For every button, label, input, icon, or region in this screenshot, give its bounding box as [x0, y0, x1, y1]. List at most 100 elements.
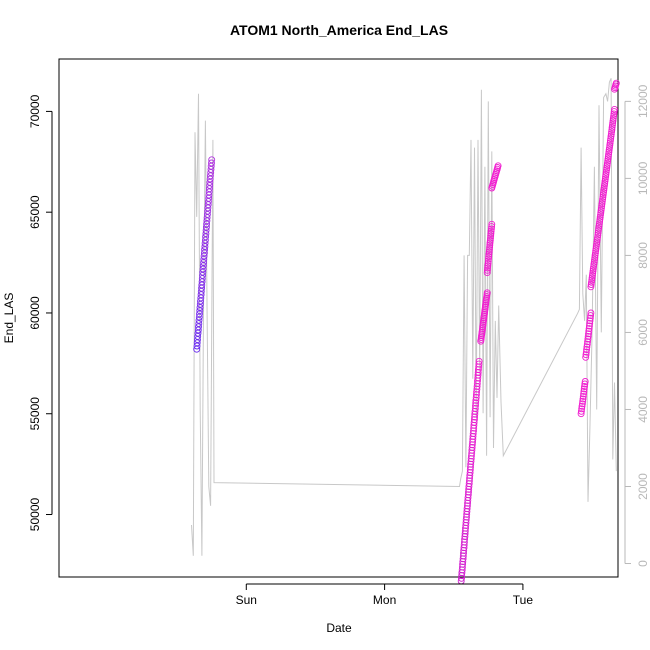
data-point — [208, 159, 215, 167]
data-point — [197, 291, 205, 299]
data-point — [460, 549, 467, 557]
data-point — [599, 193, 607, 201]
data-point — [200, 255, 208, 263]
data-point — [494, 162, 502, 170]
plot-frame — [58, 58, 619, 578]
data-point — [487, 232, 495, 240]
y-right-tick-label: 0 — [636, 560, 650, 567]
data-point — [601, 175, 609, 183]
data-point — [592, 245, 600, 253]
data-point — [469, 430, 477, 438]
data-point — [578, 402, 586, 410]
data-point — [584, 338, 592, 346]
data-point — [607, 130, 615, 138]
data-point — [608, 128, 616, 136]
data-point — [601, 177, 609, 185]
data-point — [609, 119, 617, 127]
data-point — [588, 272, 596, 279]
data-point — [604, 157, 612, 165]
data-point — [197, 297, 204, 305]
y-left-tick-label: 70000 — [28, 94, 42, 128]
data-point — [602, 173, 610, 181]
data-point — [483, 266, 491, 274]
data-point — [486, 241, 494, 249]
data-point — [611, 105, 618, 113]
data-point — [580, 385, 588, 393]
data-point — [610, 112, 618, 120]
data-point — [585, 325, 593, 333]
data-point — [603, 162, 611, 169]
data-point — [473, 388, 481, 396]
data-point — [201, 239, 209, 247]
data-point — [460, 546, 468, 554]
data-point — [592, 247, 600, 255]
data-point — [593, 236, 601, 244]
secondary-series-line — [191, 78, 617, 556]
data-point — [593, 238, 601, 246]
data-point — [599, 195, 607, 203]
y-left-tick-label: 50000 — [28, 498, 42, 532]
y-axis-label: End_LAS — [2, 293, 16, 344]
x-tick-label: Mon — [373, 593, 396, 607]
data-point — [463, 502, 471, 510]
data-point — [594, 231, 602, 239]
data-point — [605, 148, 613, 156]
data-point — [468, 444, 476, 451]
data-point — [601, 180, 609, 187]
data-point — [485, 253, 493, 260]
data-point — [582, 348, 590, 356]
data-point — [578, 400, 586, 408]
data-point — [600, 182, 608, 190]
data-point — [197, 294, 205, 302]
data-point — [466, 474, 474, 482]
x-tick-label: Tue — [513, 593, 534, 607]
data-point — [475, 360, 483, 368]
y-left-tick-label: 65000 — [28, 195, 42, 229]
y-right-tick-label: 6000 — [636, 319, 650, 346]
data-point — [462, 519, 470, 527]
data-point — [472, 399, 480, 407]
data-point — [604, 153, 612, 160]
data-point — [469, 432, 477, 440]
data-point — [465, 477, 473, 485]
data-point — [206, 178, 214, 186]
data-point — [579, 392, 587, 400]
data-point — [609, 114, 617, 122]
data-point — [470, 419, 478, 426]
x-axis: Sun Mon Tue — [236, 583, 534, 607]
data-point — [605, 146, 613, 154]
data-point — [590, 260, 598, 268]
data-point — [594, 233, 601, 241]
data-point — [463, 505, 471, 513]
data-point — [591, 249, 599, 257]
data-point — [577, 407, 585, 415]
data-point — [588, 278, 595, 286]
data-point — [474, 374, 482, 382]
data-point — [204, 207, 212, 215]
y-left-tick-label: 60000 — [28, 296, 42, 330]
y-axis-right: 0 2000 4000 6000 8000 10000 12000 — [624, 84, 650, 567]
data-point — [596, 215, 604, 223]
data-point — [472, 402, 479, 410]
data-point — [589, 269, 597, 277]
data-point — [604, 155, 612, 163]
data-point — [597, 206, 605, 214]
data-point — [484, 259, 492, 267]
data-point — [599, 191, 607, 199]
data-point — [600, 186, 608, 194]
data-point — [595, 220, 603, 228]
data-point — [594, 227, 602, 235]
data-point — [586, 319, 594, 327]
data-point — [488, 220, 496, 228]
data-point — [591, 256, 598, 264]
data-point — [606, 137, 614, 145]
data-point — [586, 314, 594, 322]
y-right-tick-label: 4000 — [636, 396, 650, 423]
data-point — [593, 240, 601, 248]
data-point — [203, 214, 211, 222]
y-right-tick-label: 10000 — [636, 161, 650, 195]
data-point — [583, 343, 591, 351]
data-point — [583, 340, 591, 348]
data-point — [598, 202, 606, 210]
data-point — [587, 283, 595, 291]
